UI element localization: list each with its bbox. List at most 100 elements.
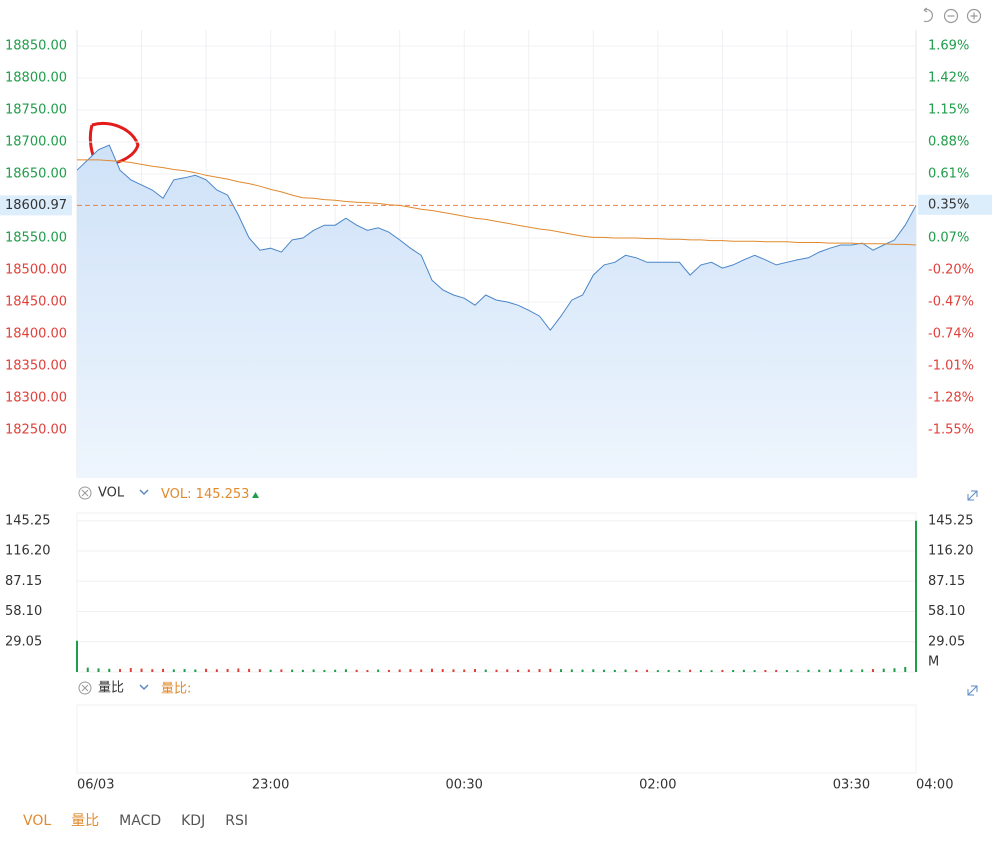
vol-bar <box>140 668 143 672</box>
tab[interactable]: MACD <box>119 813 161 829</box>
expand-icon[interactable] <box>967 490 978 501</box>
vol-bar <box>775 669 778 672</box>
indicator-name: VOL <box>98 486 125 501</box>
vol-bar <box>785 670 788 672</box>
current-pct-label: 0.35% <box>928 197 969 212</box>
y2-tick-label: 29.05 <box>928 634 965 649</box>
vol-bar <box>162 668 165 672</box>
vol-bar <box>560 669 563 672</box>
vol-bar <box>398 669 401 672</box>
vol-bar <box>764 670 767 672</box>
y2-tick-label: -1.01% <box>928 359 974 374</box>
vol-bar <box>172 669 175 672</box>
vol-bar <box>119 668 122 672</box>
y-tick-label: 18800.00 <box>5 71 67 86</box>
x-tick-label: 00:30 <box>445 778 482 793</box>
y2-tick-label: -1.55% <box>928 423 974 438</box>
vol-header: VOL VOL: 145.253 <box>78 486 978 502</box>
x-tick-label: 03:30 <box>833 778 870 793</box>
current-label-bg <box>0 195 72 216</box>
vol-bar <box>506 669 509 672</box>
vol-bar <box>323 669 326 672</box>
vol-bar <box>334 669 337 672</box>
y-tick-label: 18750.00 <box>5 103 67 118</box>
dropdown[interactable] <box>139 684 149 691</box>
vol-bar <box>850 669 853 672</box>
vol-bar <box>258 669 261 672</box>
zoom-in-icon[interactable] <box>966 8 982 24</box>
vol-bar <box>291 669 294 672</box>
vol-bar <box>237 668 240 672</box>
y-tick-label: 18500.00 <box>5 263 67 278</box>
vol-bar <box>377 669 380 672</box>
vol-bar <box>301 669 304 672</box>
vol-bar <box>839 669 842 672</box>
y-tick-label: 116.20 <box>5 544 51 559</box>
vol-bar <box>732 670 735 672</box>
y2-tick-label: 87.15 <box>928 574 965 589</box>
indicator-name: 量比 <box>98 681 124 696</box>
vol-bar <box>215 669 218 672</box>
vol-bar <box>549 668 552 672</box>
vol-bar <box>473 668 476 672</box>
vol-bar <box>646 669 649 672</box>
price-line <box>76 144 917 332</box>
vol-bar <box>613 669 616 672</box>
vol-bar <box>97 668 100 672</box>
y-tick-label: 18400.00 <box>5 327 67 342</box>
y-tick-label: 18550.00 <box>5 231 67 246</box>
tab[interactable]: 量比 <box>71 813 99 829</box>
expand-icon[interactable] <box>967 685 978 696</box>
vol-bar <box>818 669 821 672</box>
y-tick-label: 18250.00 <box>5 423 67 438</box>
vol-bar <box>893 668 896 672</box>
toolbar <box>923 7 982 24</box>
price-area <box>77 145 916 478</box>
reset-icon[interactable] <box>923 7 933 23</box>
vol-bar <box>484 669 487 672</box>
vol-bar <box>183 669 186 672</box>
vol-bar <box>807 669 810 672</box>
y2-tick-label: -1.28% <box>928 391 974 406</box>
y-tick-label: 18300.00 <box>5 391 67 406</box>
y2-tick-label: 58.10 <box>928 604 965 619</box>
y-tick-label: 18350.00 <box>5 359 67 374</box>
vol-bar <box>527 669 530 672</box>
x-tick-label: 23:00 <box>252 778 289 793</box>
vol-bar <box>570 669 573 672</box>
vol-bar <box>366 670 369 672</box>
ratio-panel <box>76 704 917 774</box>
y2-tick-label: -0.47% <box>928 295 974 310</box>
dropdown[interactable] <box>139 489 149 496</box>
vol-bar <box>592 669 595 672</box>
vol-bar <box>248 668 251 672</box>
vol-bar <box>344 669 347 672</box>
vol-bar <box>721 669 724 672</box>
vol-bar <box>129 668 132 672</box>
tab[interactable]: KDJ <box>181 813 205 829</box>
vol-bar <box>603 669 606 672</box>
y-tick-label: 58.10 <box>5 604 42 619</box>
y-tick-label: 18850.00 <box>5 39 67 54</box>
vol-bar <box>689 669 692 672</box>
vol-bar <box>452 669 455 672</box>
close-icon[interactable] <box>78 486 92 500</box>
vol-bar <box>226 668 229 672</box>
vol-bar <box>495 669 498 672</box>
y2-tick-label: 145.25 <box>928 513 974 528</box>
vol-bar <box>205 668 208 672</box>
close-icon[interactable] <box>78 681 92 695</box>
tab[interactable]: VOL <box>23 813 51 829</box>
vol-bar <box>76 640 78 672</box>
vol-bar <box>667 669 670 672</box>
ratio-header: 量比 量比: <box>76 681 978 774</box>
readout: 量比: <box>161 682 191 697</box>
zoom-out-icon[interactable] <box>943 8 959 24</box>
vol-bar <box>742 669 745 672</box>
tab[interactable]: RSI <box>225 813 248 829</box>
y-tick-label: 87.15 <box>5 574 42 589</box>
y-tick-label: 18700.00 <box>5 135 67 150</box>
vol-bar <box>915 520 917 672</box>
y2-tick-label: 116.20 <box>928 544 974 559</box>
